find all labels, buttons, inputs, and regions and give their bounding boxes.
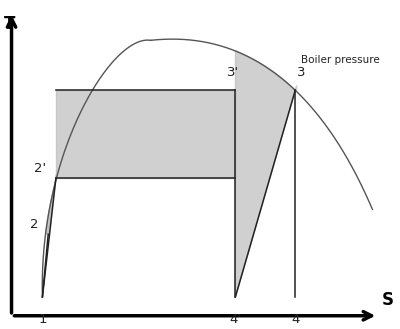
Text: 4': 4'	[229, 313, 241, 326]
Polygon shape	[46, 175, 57, 234]
Polygon shape	[236, 51, 296, 297]
Text: S: S	[382, 291, 394, 310]
Text: 2': 2'	[34, 162, 46, 175]
Text: 4: 4	[291, 313, 300, 326]
Text: 3': 3'	[227, 66, 240, 80]
Polygon shape	[56, 90, 235, 178]
Text: Boiler pressure: Boiler pressure	[301, 55, 380, 65]
Text: 2: 2	[30, 218, 38, 231]
Text: 1: 1	[38, 313, 47, 326]
Text: 3: 3	[297, 66, 306, 80]
Text: T: T	[4, 15, 15, 33]
